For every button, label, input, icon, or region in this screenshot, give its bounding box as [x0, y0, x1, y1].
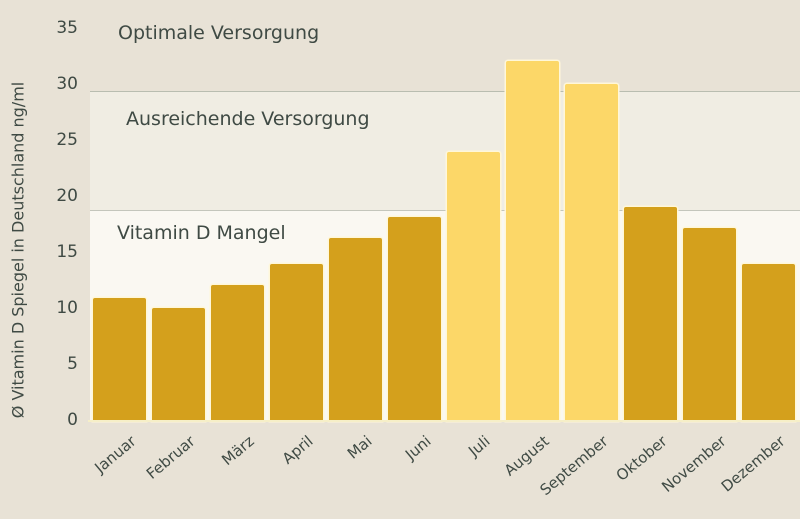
- bar-august: [506, 61, 559, 421]
- y-tick-label: 20: [56, 186, 78, 206]
- x-tick-label: April: [278, 432, 317, 468]
- x-tick-label: Mai: [343, 432, 376, 463]
- y-tick-label: 25: [56, 130, 78, 150]
- bar-märz: [211, 285, 264, 421]
- x-tick-label: November: [657, 432, 730, 496]
- x-tick-label: Juni: [401, 432, 435, 464]
- x-tick-label: März: [217, 432, 258, 470]
- bar-januar: [93, 297, 146, 421]
- bar-november: [683, 228, 736, 421]
- bar-mai: [329, 238, 382, 421]
- zone-mangel-band: [90, 210, 800, 421]
- x-tick-label: Juli: [464, 432, 494, 461]
- zone-optimal-label: Optimale Versorgung: [118, 22, 320, 44]
- y-tick-label: 10: [56, 298, 78, 318]
- bar-juli: [447, 152, 500, 421]
- x-tick-label: Dezember: [717, 432, 789, 496]
- bar-juni: [388, 217, 441, 421]
- y-tick-label: 5: [67, 354, 78, 374]
- bar-februar: [152, 307, 205, 421]
- zone-ausreichend-band: [90, 91, 800, 211]
- x-tick-label: Januar: [90, 432, 140, 477]
- y-tick-label: 0: [67, 410, 78, 430]
- x-tick-label: August: [500, 432, 553, 480]
- x-tick-label: Februar: [142, 432, 199, 483]
- y-tick-label: 30: [56, 74, 78, 94]
- x-axis-line: [88, 420, 800, 422]
- bar-dezember: [742, 264, 795, 421]
- bar-oktober: [624, 207, 677, 421]
- bar-series: [90, 0, 800, 421]
- y-tick-label: 35: [56, 18, 78, 38]
- zone-mangel-label: Vitamin D Mangel: [117, 222, 286, 244]
- zone-ausreichend-label: Ausreichende Versorgung: [126, 108, 370, 130]
- bar-april: [270, 264, 323, 421]
- y-tick-label: 15: [56, 242, 78, 262]
- bar-september: [565, 83, 618, 421]
- x-tick-label: Oktober: [612, 432, 671, 485]
- zone-optimal-band: [90, 0, 800, 91]
